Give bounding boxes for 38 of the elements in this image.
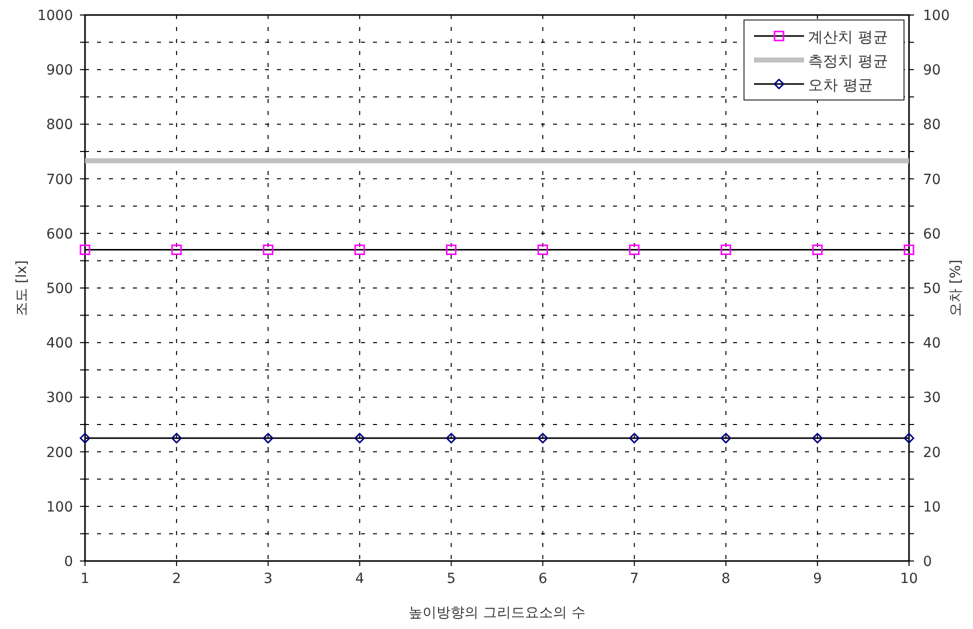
x-tick-label: 8: [721, 571, 730, 587]
x-tick-label: 10: [900, 571, 918, 587]
y-tick-label: 100: [46, 499, 73, 516]
y2-tick-label: 20: [923, 444, 941, 461]
x-tick-label: 4: [355, 571, 364, 587]
y2-axis-title: 오차 [%]: [948, 260, 964, 316]
y2-tick-label: 10: [923, 499, 941, 516]
y2-tick-label: 100: [923, 8, 950, 24]
y-tick-label: 1000: [37, 8, 73, 24]
x-tick-label: 3: [264, 571, 273, 587]
y-tick-label: 800: [46, 117, 73, 134]
legend-label: 측정치 평균: [808, 52, 888, 70]
y2-tick-label: 40: [923, 336, 941, 352]
y-tick-label: 500: [46, 281, 73, 297]
x-tick-label: 7: [630, 571, 639, 587]
y2-tick-label: 30: [923, 390, 941, 406]
legend-label: 계산치 평균: [808, 28, 888, 46]
y-axis-title: 조도 [lx]: [14, 260, 30, 316]
y-tick-label: 0: [64, 554, 73, 570]
x-tick-label: 1: [80, 571, 90, 587]
x-tick-label: 2: [172, 571, 182, 587]
y2-tick-label: 80: [923, 117, 941, 134]
x-tick-label: 5: [446, 571, 456, 587]
x-axis-title: 높이방향의 그리드요소의 수: [408, 605, 586, 621]
x-tick-label: 6: [538, 571, 548, 587]
y-tick-label: 900: [46, 62, 73, 79]
x-tick-label: 9: [812, 571, 822, 587]
y2-tick-label: 70: [923, 172, 941, 188]
y2-tick-label: 50: [923, 281, 941, 297]
y-tick-label: 700: [46, 172, 73, 188]
y-tick-label: 600: [46, 226, 73, 242]
legend-label: 오차 평균: [808, 76, 873, 94]
y-tick-label: 300: [46, 390, 73, 406]
y2-tick-label: 0: [923, 554, 932, 570]
y-tick-label: 200: [46, 444, 73, 461]
y2-tick-label: 90: [923, 62, 941, 79]
y-tick-label: 400: [46, 336, 73, 352]
y2-tick-label: 60: [923, 226, 941, 242]
